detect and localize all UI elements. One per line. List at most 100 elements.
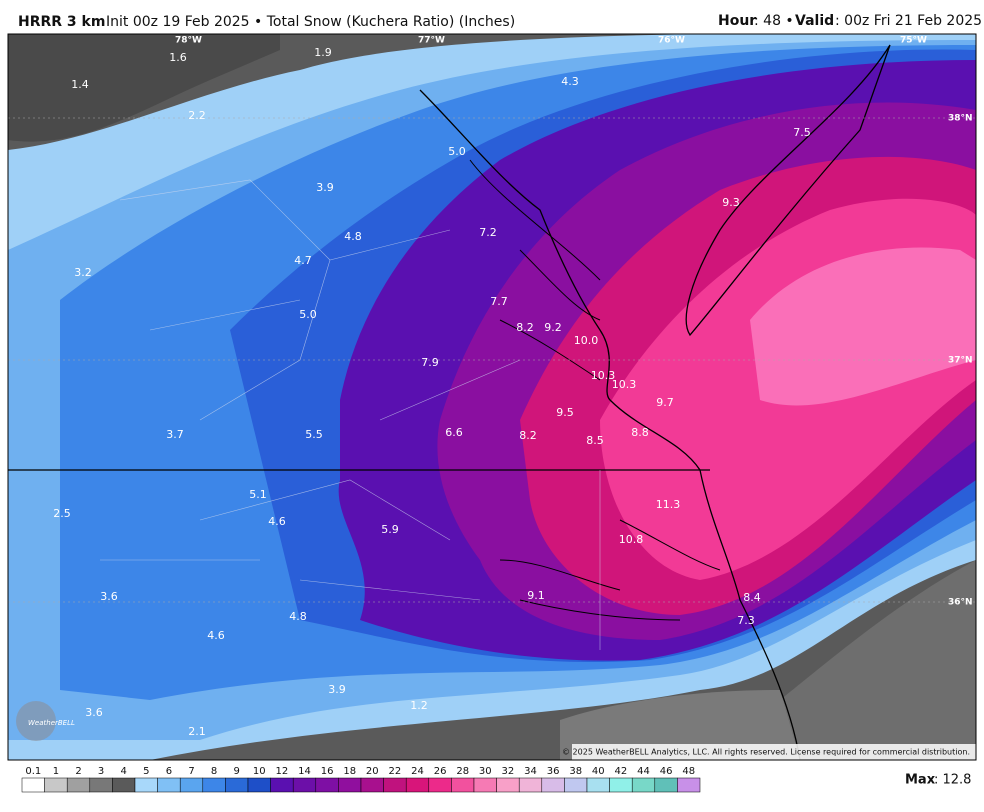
colorbar-swatch: [428, 777, 452, 793]
valid-value: : 00z Fri 21 Feb 2025: [835, 13, 982, 29]
point-value: 7.9: [421, 356, 439, 369]
point-value: 10.0: [574, 334, 599, 347]
point-value: 11.3: [656, 498, 681, 511]
colorbar-label: 40: [592, 766, 605, 777]
colorbar-swatch: [21, 777, 45, 793]
colorbar-label: 4: [121, 766, 127, 777]
point-value: 4.3: [561, 75, 579, 88]
colorbar-label: 28: [456, 766, 469, 777]
point-value: 1.9: [314, 46, 332, 59]
init-text: Init 00z 19 Feb 2025 • Total Snow (Kuche…: [106, 14, 515, 30]
point-value: 8.5: [586, 434, 604, 447]
point-value: 10.8: [619, 533, 644, 546]
colorbar-swatch: [112, 777, 136, 793]
colorbar-swatch: [405, 777, 430, 793]
point-value: 3.6: [100, 590, 118, 603]
colorbar-swatch: [473, 777, 497, 793]
colorbar-swatch: [247, 777, 271, 793]
colorbar-label: 0.1: [25, 766, 41, 777]
colorbar-label: 44: [637, 766, 650, 777]
point-value: 1.6: [169, 51, 187, 64]
point-value: 8.4: [743, 591, 761, 604]
point-value: 8.2: [519, 429, 537, 442]
colorbar-swatch: [179, 777, 204, 793]
colorbar-swatch: [225, 777, 249, 793]
colorbar-swatch: [518, 777, 543, 793]
copyright: © 2025 WeatherBELL Analytics, LLC. All r…: [562, 748, 970, 757]
colorbar-label: 16: [321, 766, 334, 777]
colorbar-label: 24: [411, 766, 424, 777]
point-value: 9.7: [656, 396, 674, 409]
point-value: 6.6: [445, 426, 463, 439]
colorbar-swatch: [292, 777, 317, 793]
point-value: 9.3: [722, 196, 740, 209]
colorbar-label: 38: [569, 766, 582, 777]
colorbar-label: 14: [298, 766, 311, 777]
logo-text: WeatherBELL: [28, 719, 75, 727]
colorbar-swatch: [541, 777, 565, 793]
colorbar-label: 20: [366, 766, 379, 777]
point-value: 7.2: [479, 226, 497, 239]
max-value: : 12.8: [934, 773, 971, 788]
colorbar-swatch: [338, 777, 362, 793]
valid-label: Valid: [795, 13, 834, 29]
point-value: 4.6: [268, 515, 286, 528]
point-value: 5.9: [381, 523, 399, 536]
longitude-label: 75°W: [900, 36, 927, 46]
hour-label: Hour: [718, 13, 756, 29]
colorbar-swatch: [677, 777, 701, 793]
point-value: 4.6: [207, 629, 225, 642]
colorbar-label: 3: [98, 766, 104, 777]
colorbar-label: 46: [660, 766, 673, 777]
point-value: 9.1: [527, 589, 545, 602]
colorbar-label: 48: [682, 766, 695, 777]
colorbar-label: 42: [615, 766, 628, 777]
colorbar-label: 7: [188, 766, 194, 777]
model-name: HRRR 3 km: [18, 14, 105, 30]
point-value: 3.6: [85, 706, 103, 719]
colorbar-swatch: [89, 777, 113, 793]
colorbar-swatch: [586, 777, 610, 793]
point-value: 9.5: [556, 406, 574, 419]
point-value: 2.1: [188, 725, 206, 738]
colorbar-label: 9: [234, 766, 240, 777]
point-value: 1.2: [410, 699, 428, 712]
colorbar-swatch: [202, 777, 226, 793]
colorbar-label: 12: [276, 766, 289, 777]
colorbar-label: 26: [434, 766, 447, 777]
hour-value: : 48 •: [754, 13, 794, 29]
point-value: 2.2: [188, 109, 206, 122]
colorbar-swatch: [609, 777, 633, 793]
colorbar-swatch: [383, 777, 407, 793]
colorbar-label: 18: [343, 766, 356, 777]
colorbar-swatch: [315, 777, 339, 793]
point-value: 3.7: [166, 428, 184, 441]
max-label: Max: [905, 773, 936, 788]
colorbar-swatch: [66, 777, 91, 793]
colorbar-label: 34: [524, 766, 537, 777]
colorbar-label: 5: [143, 766, 149, 777]
latitude-label: 36°N: [948, 598, 973, 608]
colorbar-label: 22: [389, 766, 402, 777]
point-value: 10.3: [591, 369, 616, 382]
colorbar-swatch: [157, 777, 181, 793]
map-frame: [7, 33, 977, 761]
point-value: 7.5: [793, 126, 811, 139]
latitude-label: 37°N: [948, 356, 973, 366]
colorbar-label: 36: [547, 766, 560, 777]
point-value: 7.3: [737, 614, 755, 627]
colorbar-swatch: [360, 777, 384, 793]
colorbar-label: 10: [253, 766, 266, 777]
colorbar-label: 1: [53, 766, 59, 777]
colorbar-label: 2: [75, 766, 81, 777]
colorbar-label: 6: [166, 766, 172, 777]
colorbar-swatch: [564, 777, 588, 793]
longitude-label: 77°W: [418, 36, 445, 46]
point-value: 5.5: [305, 428, 323, 441]
colorbar-swatch: [496, 777, 520, 793]
point-value: 4.8: [344, 230, 362, 243]
colorbar-swatch: [134, 777, 158, 793]
colorbar-swatch: [270, 777, 294, 793]
